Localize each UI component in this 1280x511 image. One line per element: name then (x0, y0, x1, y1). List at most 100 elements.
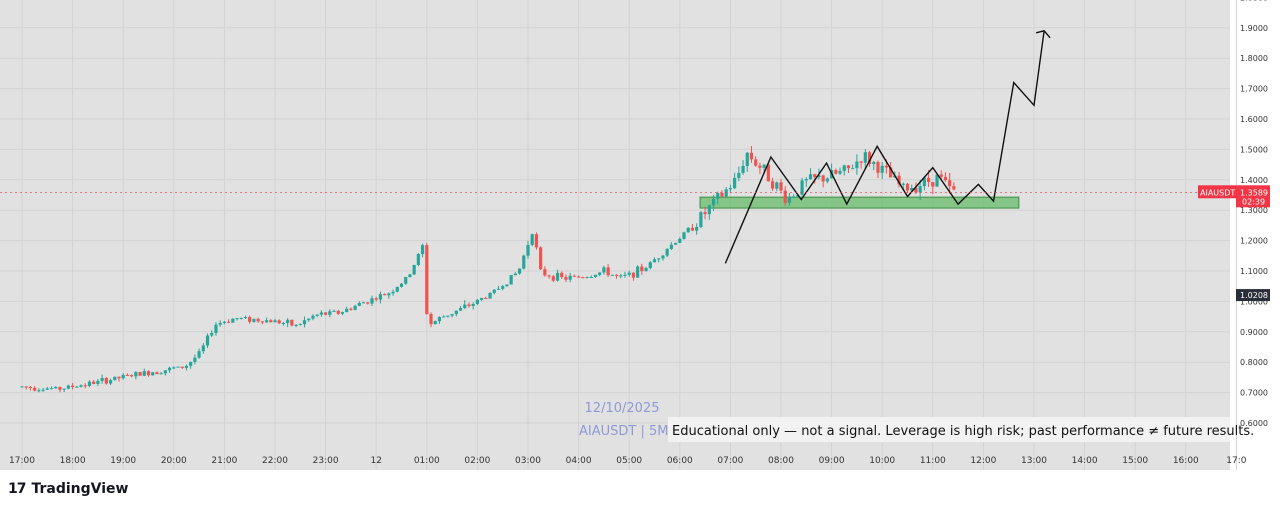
candle (640, 263, 644, 275)
support-zone-layer (699, 196, 1020, 209)
candle-body (922, 177, 926, 187)
candle (728, 184, 732, 194)
candle-body (108, 380, 113, 384)
candle-body (952, 186, 956, 190)
candle-body (779, 182, 783, 191)
candle-body (488, 292, 492, 299)
candle (75, 385, 79, 388)
candle (754, 156, 758, 167)
candle-body (193, 357, 197, 362)
candle-body (657, 258, 661, 260)
candle-body (214, 324, 218, 334)
candle-body (851, 168, 855, 170)
candle-body (324, 312, 328, 315)
candle-body (227, 321, 231, 323)
candle-body (167, 367, 172, 371)
last-price-label: 1.3589 (1240, 188, 1268, 197)
candle (867, 150, 872, 167)
candle-body (720, 193, 724, 197)
candle-body (412, 264, 416, 275)
candle (286, 318, 290, 328)
candle-body (935, 174, 939, 187)
candle (585, 276, 589, 279)
candle-body (281, 322, 286, 324)
candle (433, 320, 437, 325)
y-tick-label: 0.8000 (1240, 358, 1268, 367)
candle (770, 177, 775, 191)
candle (256, 317, 260, 323)
candle (138, 371, 142, 376)
candle (408, 274, 412, 278)
x-tick-label: 06:00 (667, 456, 693, 466)
candle-body (543, 269, 547, 276)
candle-body (804, 179, 808, 181)
candle-body (315, 314, 319, 316)
x-tick-label: 04:00 (566, 456, 592, 466)
candle-body (142, 371, 146, 376)
candle (547, 274, 551, 279)
candle-body (834, 170, 838, 174)
candle (404, 276, 408, 285)
disclaimer-text: Educational only — not a signal. Leverag… (672, 424, 1254, 439)
candle (252, 318, 256, 323)
x-tick-label: 09:00 (819, 456, 845, 466)
candle (652, 257, 657, 263)
price-axis[interactable] (1230, 0, 1280, 470)
chart-pane[interactable] (0, 0, 1230, 470)
candle-body (610, 274, 614, 276)
candle-body (623, 274, 627, 276)
candle-body (446, 315, 450, 317)
x-tick-label: 16:00 (1173, 456, 1199, 466)
candle (897, 171, 901, 188)
candle-body (627, 272, 631, 275)
x-tick-label: 18:00 (60, 456, 86, 466)
candle (711, 195, 716, 212)
candle (505, 284, 509, 287)
candle-body (138, 372, 142, 376)
candle-body (686, 227, 690, 233)
candle-body (54, 387, 58, 389)
candle (935, 173, 939, 187)
candle-body (151, 372, 155, 376)
candle-body (593, 274, 598, 277)
candle-body (383, 294, 387, 296)
candle-body (395, 286, 399, 292)
projection-arrow (1035, 30, 1051, 39)
candle-body (408, 274, 412, 278)
candle-body (387, 293, 391, 296)
candle (290, 319, 294, 327)
x-tick-label: 01:00 (414, 456, 440, 466)
candle-body (678, 238, 682, 243)
candle-body (943, 176, 948, 181)
candle-body (931, 182, 935, 187)
candle (260, 321, 264, 325)
candle-body (294, 324, 298, 326)
tradingview-brand[interactable]: 17 TradingView (8, 481, 128, 497)
candle (218, 320, 222, 327)
candle (910, 184, 914, 191)
candle-body (551, 276, 555, 281)
x-tick-label: 12 (370, 456, 381, 466)
candle (378, 291, 383, 304)
candle-body (218, 323, 222, 325)
candle (374, 296, 378, 302)
candle-body (404, 277, 408, 284)
candle-body (770, 181, 775, 189)
candle-body (699, 212, 703, 227)
candle (602, 265, 606, 275)
candle (530, 233, 534, 247)
candle-body (741, 165, 745, 173)
candle-body (926, 177, 931, 183)
y-tick-label: 1.0000 (1240, 297, 1268, 306)
candle (943, 172, 948, 182)
candle-body (66, 385, 70, 389)
candle (214, 322, 218, 336)
candle-body (787, 196, 792, 203)
candle (534, 232, 539, 250)
candle (581, 276, 585, 279)
candle (79, 384, 83, 388)
candle (733, 172, 737, 190)
candle (863, 149, 867, 170)
candle (83, 383, 87, 389)
